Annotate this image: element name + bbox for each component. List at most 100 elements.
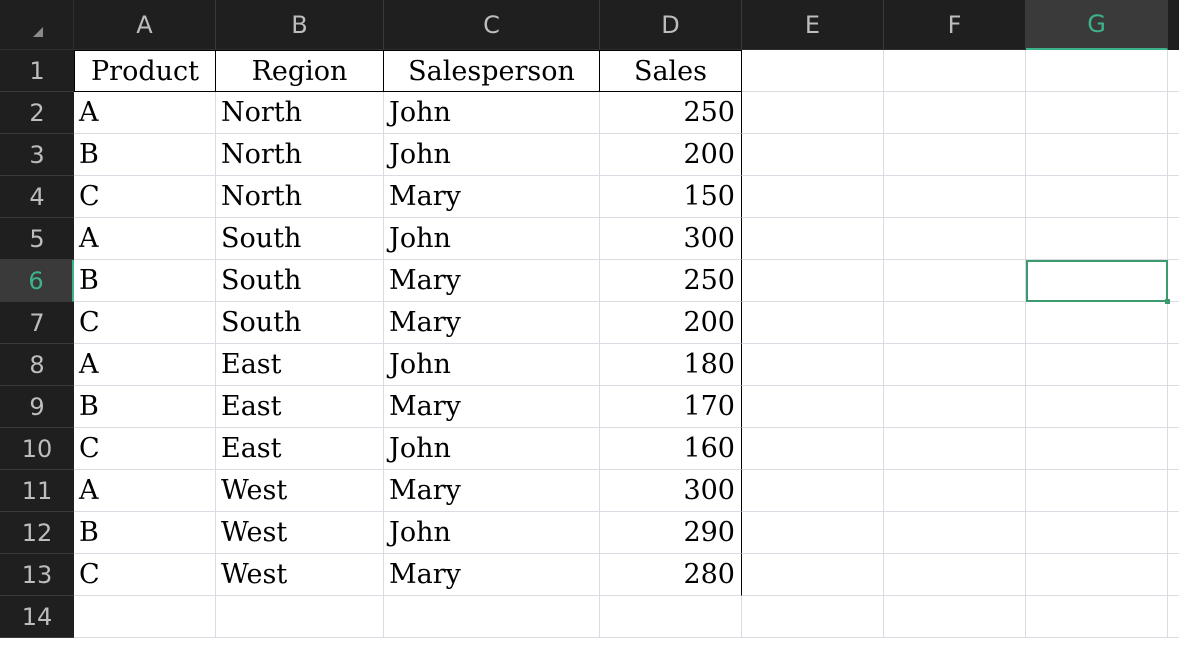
cell-d3[interactable]: 200: [600, 134, 742, 176]
cell-g12[interactable]: [1026, 512, 1168, 554]
row-header-11[interactable]: 11: [0, 470, 74, 512]
cell-c1[interactable]: Salesperson: [384, 50, 600, 92]
cell-e13[interactable]: [742, 554, 884, 596]
cell-c10[interactable]: John: [384, 428, 600, 470]
cell-g1[interactable]: [1026, 50, 1168, 92]
cell-b5[interactable]: South: [216, 218, 384, 260]
cell-f13[interactable]: [884, 554, 1026, 596]
cell-e4[interactable]: [742, 176, 884, 218]
row-header-2[interactable]: 2: [0, 92, 74, 134]
cell-b7[interactable]: South: [216, 302, 384, 344]
row-header-14[interactable]: 14: [0, 596, 74, 638]
cell-f3[interactable]: [884, 134, 1026, 176]
cell-e5[interactable]: [742, 218, 884, 260]
row-header-12[interactable]: 12: [0, 512, 74, 554]
cell-c2[interactable]: John: [384, 92, 600, 134]
cell-g14[interactable]: [1026, 596, 1168, 638]
cell-f7[interactable]: [884, 302, 1026, 344]
cell-g13[interactable]: [1026, 554, 1168, 596]
cell-c5[interactable]: John: [384, 218, 600, 260]
cell-b1[interactable]: Region: [216, 50, 384, 92]
cell-e3[interactable]: [742, 134, 884, 176]
cell-b13[interactable]: West: [216, 554, 384, 596]
cell-g9[interactable]: [1026, 386, 1168, 428]
cell-g4[interactable]: [1026, 176, 1168, 218]
cell-e6[interactable]: [742, 260, 884, 302]
row-header-9[interactable]: 9: [0, 386, 74, 428]
column-header-c[interactable]: C: [384, 0, 600, 50]
cell-f11[interactable]: [884, 470, 1026, 512]
cell-e12[interactable]: [742, 512, 884, 554]
column-header-g[interactable]: G: [1026, 0, 1168, 50]
cell-e2[interactable]: [742, 92, 884, 134]
cell-g3[interactable]: [1026, 134, 1168, 176]
cell-a7[interactable]: C: [74, 302, 216, 344]
cell-g6[interactable]: [1026, 260, 1170, 304]
cell-a4[interactable]: C: [74, 176, 216, 218]
cell-d5[interactable]: 300: [600, 218, 742, 260]
column-header-f[interactable]: F: [884, 0, 1026, 50]
cell-e1[interactable]: [742, 50, 884, 92]
cell-c11[interactable]: Mary: [384, 470, 600, 512]
cell-d7[interactable]: 200: [600, 302, 742, 344]
cell-f10[interactable]: [884, 428, 1026, 470]
row-header-3[interactable]: 3: [0, 134, 74, 176]
cell-a2[interactable]: A: [74, 92, 216, 134]
cell-b11[interactable]: West: [216, 470, 384, 512]
cell-e14[interactable]: [742, 596, 884, 638]
row-header-7[interactable]: 7: [0, 302, 74, 344]
cell-a12[interactable]: B: [74, 512, 216, 554]
cell-d4[interactable]: 150: [600, 176, 742, 218]
cell-d9[interactable]: 170: [600, 386, 742, 428]
row-header-6[interactable]: 6: [0, 260, 74, 302]
cell-f2[interactable]: [884, 92, 1026, 134]
cell-f4[interactable]: [884, 176, 1026, 218]
row-header-13[interactable]: 13: [0, 554, 74, 596]
cell-c4[interactable]: Mary: [384, 176, 600, 218]
cell-a8[interactable]: A: [74, 344, 216, 386]
cell-g10[interactable]: [1026, 428, 1168, 470]
cell-c13[interactable]: Mary: [384, 554, 600, 596]
cell-f12[interactable]: [884, 512, 1026, 554]
cell-d11[interactable]: 300: [600, 470, 742, 512]
row-header-5[interactable]: 5: [0, 218, 74, 260]
cell-a6[interactable]: B: [74, 260, 216, 302]
cell-d2[interactable]: 250: [600, 92, 742, 134]
cell-d1[interactable]: Sales: [600, 50, 742, 92]
cell-a1[interactable]: Product: [74, 50, 216, 92]
cell-e7[interactable]: [742, 302, 884, 344]
select-all-corner[interactable]: [0, 0, 74, 50]
cell-e10[interactable]: [742, 428, 884, 470]
row-header-1[interactable]: 1: [0, 50, 74, 92]
cell-b9[interactable]: East: [216, 386, 384, 428]
cell-a10[interactable]: C: [74, 428, 216, 470]
column-header-a[interactable]: A: [74, 0, 216, 50]
cell-a9[interactable]: B: [74, 386, 216, 428]
cell-b4[interactable]: North: [216, 176, 384, 218]
column-header-d[interactable]: D: [600, 0, 742, 50]
cell-f9[interactable]: [884, 386, 1026, 428]
cell-c7[interactable]: Mary: [384, 302, 600, 344]
cell-c12[interactable]: John: [384, 512, 600, 554]
cell-a11[interactable]: A: [74, 470, 216, 512]
cell-d6[interactable]: 250: [600, 260, 742, 302]
cell-b6[interactable]: South: [216, 260, 384, 302]
cell-c9[interactable]: Mary: [384, 386, 600, 428]
cell-c14[interactable]: [384, 596, 600, 638]
cell-g2[interactable]: [1026, 92, 1168, 134]
cell-d14[interactable]: [600, 596, 742, 638]
cell-d10[interactable]: 160: [600, 428, 742, 470]
cell-b8[interactable]: East: [216, 344, 384, 386]
cell-a14[interactable]: [74, 596, 216, 638]
cell-f8[interactable]: [884, 344, 1026, 386]
cell-b10[interactable]: East: [216, 428, 384, 470]
cell-g7[interactable]: [1026, 302, 1168, 344]
cell-b3[interactable]: North: [216, 134, 384, 176]
cell-a3[interactable]: B: [74, 134, 216, 176]
cell-f6[interactable]: [884, 260, 1026, 302]
column-header-e[interactable]: E: [742, 0, 884, 50]
cell-d8[interactable]: 180: [600, 344, 742, 386]
cell-g8[interactable]: [1026, 344, 1168, 386]
row-header-10[interactable]: 10: [0, 428, 74, 470]
cell-a5[interactable]: A: [74, 218, 216, 260]
